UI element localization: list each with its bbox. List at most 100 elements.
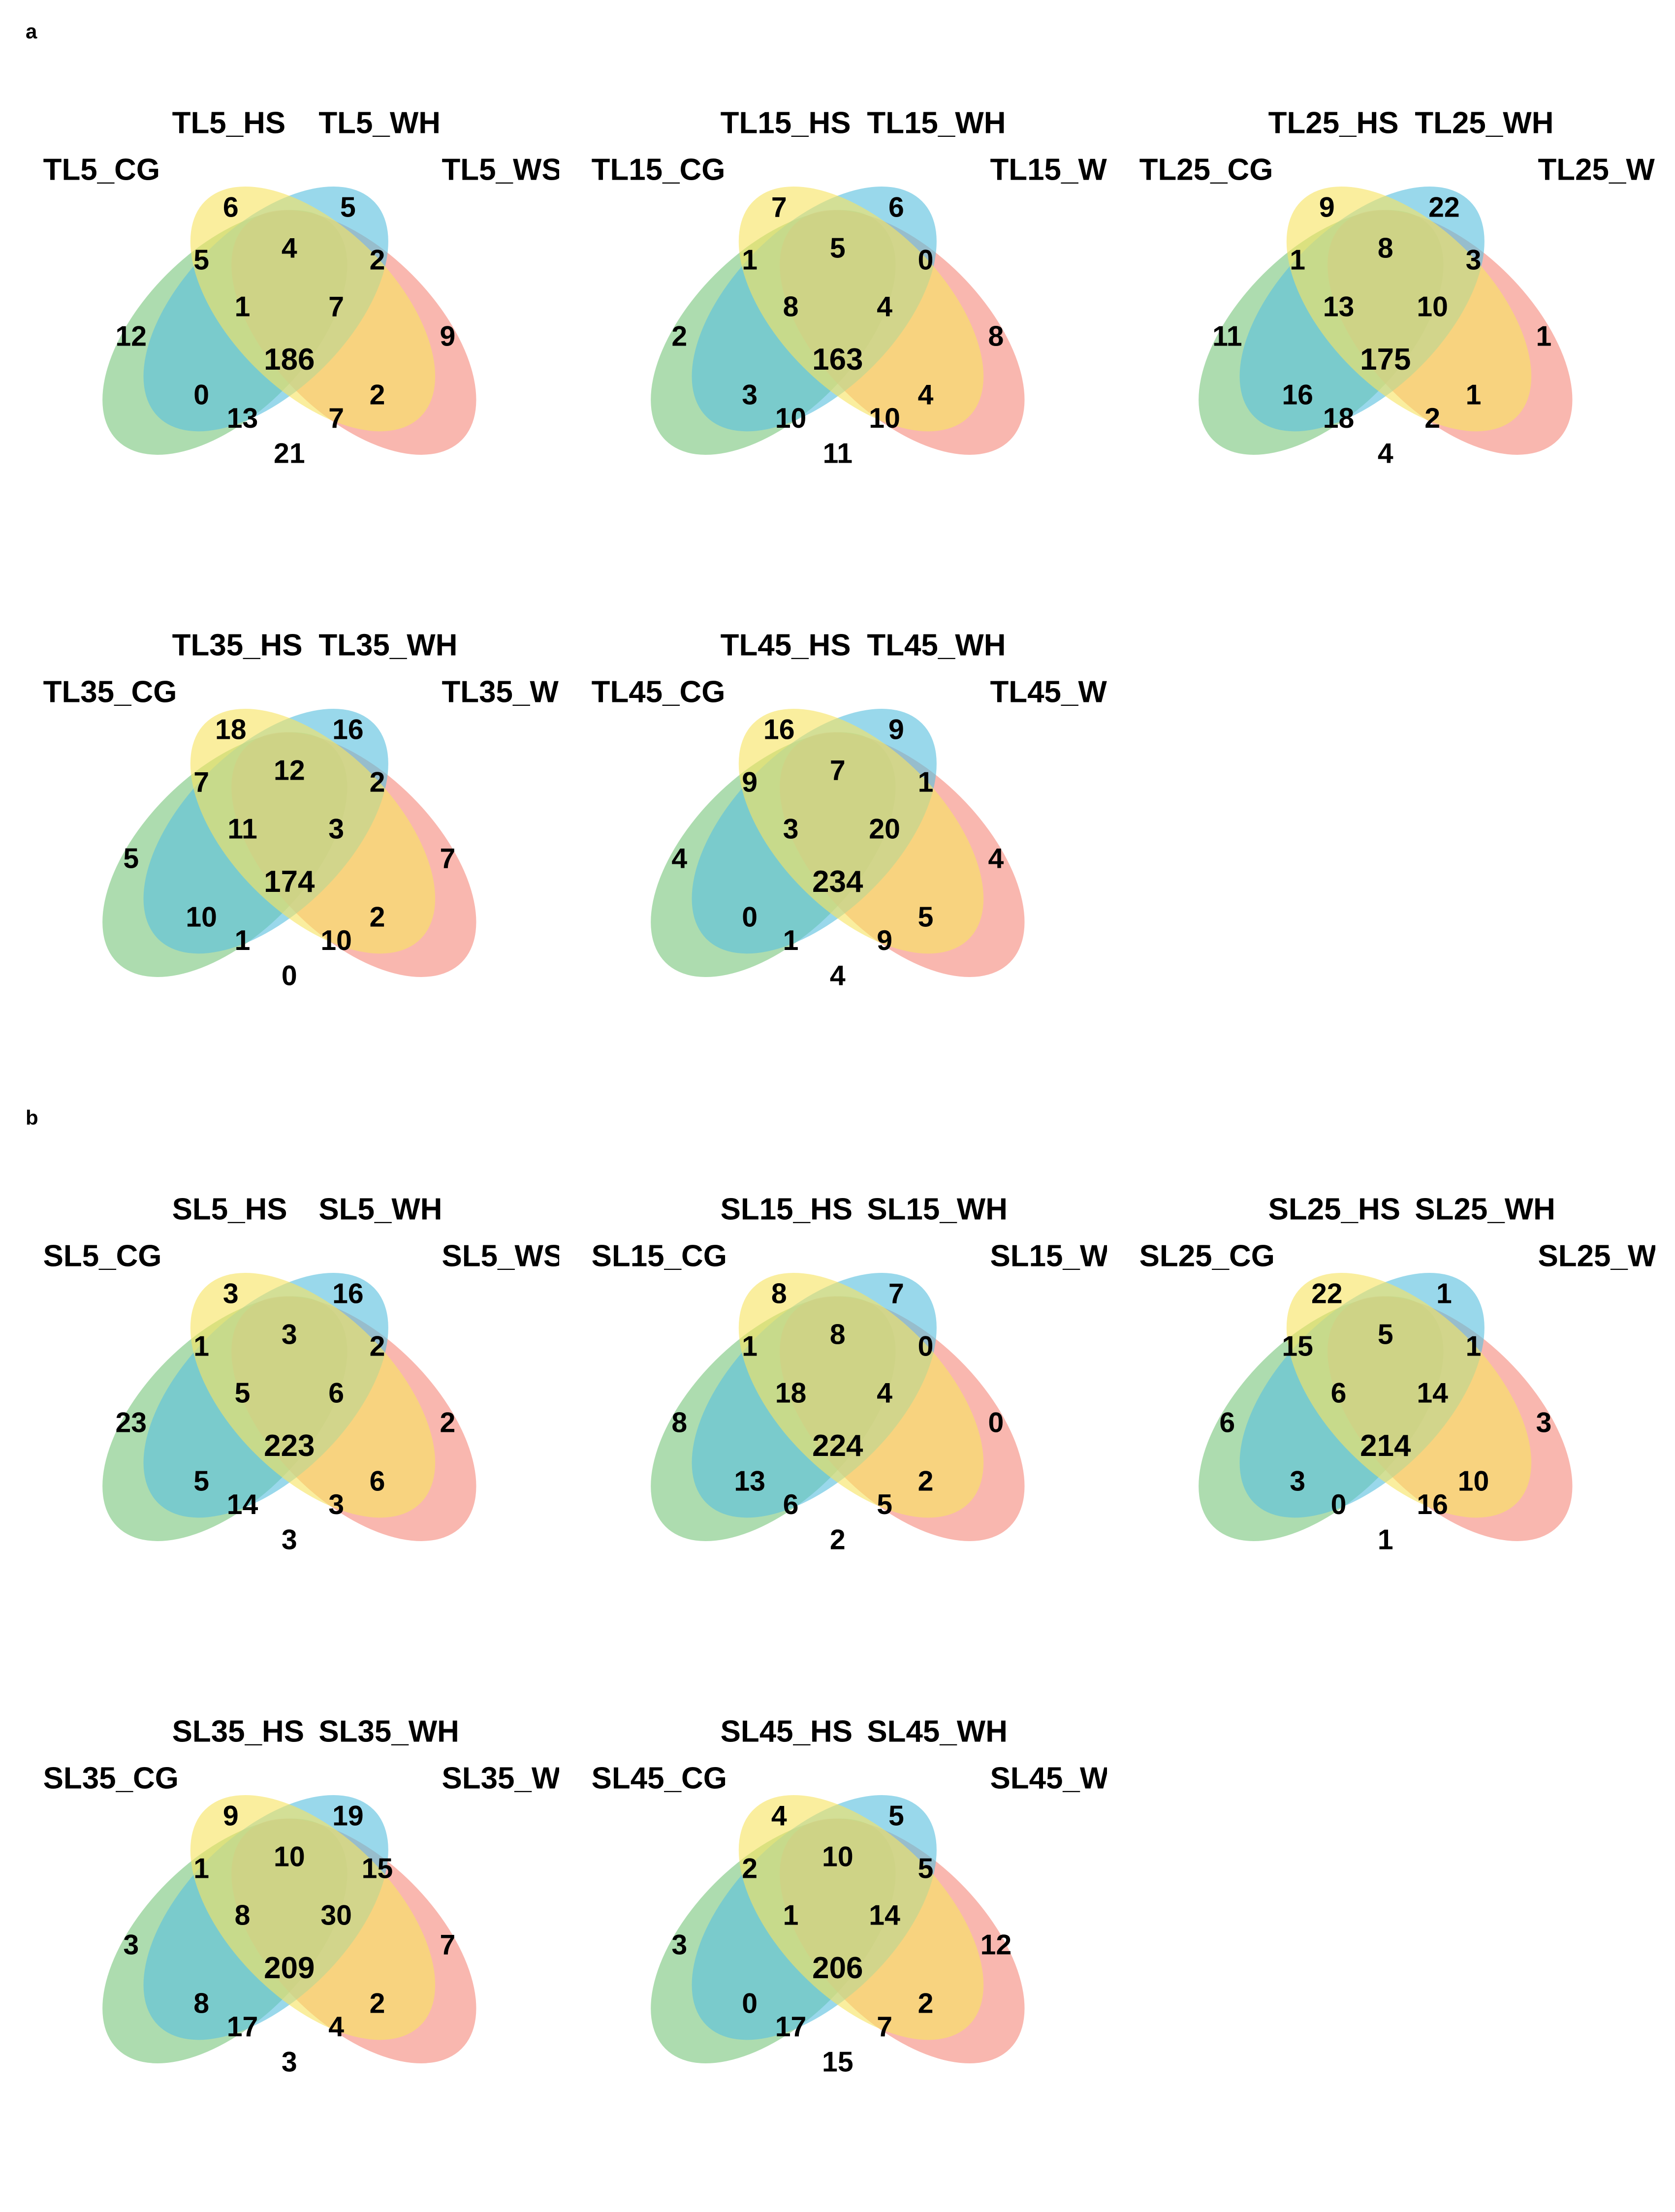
region-value-ab: 1	[742, 1330, 758, 1362]
region-value-b: 7	[771, 191, 787, 223]
region-value-acd: 1	[235, 925, 251, 956]
region-value-bcd: 30	[320, 1900, 352, 1931]
region-value-d: 8	[988, 320, 1004, 352]
region-value-d: 7	[440, 1929, 455, 1961]
set-label-a: SL5_CG	[43, 1239, 162, 1273]
region-value-a: 8	[671, 1407, 687, 1438]
region-value-abd: 16	[1417, 1489, 1449, 1520]
region-value-c: 1	[1436, 1278, 1452, 1309]
region-value-abc: 8	[783, 291, 798, 323]
region-value-abc: 13	[1323, 291, 1355, 323]
region-value-abcd: 214	[1360, 1429, 1412, 1463]
set-label-b: TL5_HS	[172, 106, 285, 140]
venn-diagram: SL35_CGSL35_HSSL35_WHSL35_WS391971101583…	[20, 1655, 559, 2168]
region-value-abd: 5	[877, 1489, 892, 1520]
region-value-acd: 10	[775, 403, 806, 434]
region-value-c: 5	[340, 191, 356, 223]
set-label-d: SL15_WS	[990, 1239, 1107, 1273]
venn-diagram: TL15_CGTL15_HSTL15_WHTL15_WS276815084163…	[568, 46, 1107, 560]
region-value-bd: 2	[370, 1988, 385, 2020]
region-value-bc: 8	[1378, 233, 1393, 264]
set-label-d: TL15_WS	[990, 153, 1107, 187]
region-value-cd: 2	[370, 244, 385, 276]
region-value-b: 3	[223, 1278, 239, 1309]
region-value-cd: 2	[370, 767, 385, 798]
region-value-c: 22	[1428, 191, 1460, 223]
set-label-b: SL35_HS	[172, 1715, 304, 1749]
region-value-bd: 5	[917, 902, 933, 933]
set-label-d: SL25_WS	[1538, 1239, 1655, 1273]
region-value-abcd: 223	[264, 1429, 315, 1463]
region-value-cd: 15	[362, 1853, 393, 1885]
region-value-ad: 15	[822, 2047, 853, 2078]
venn-cell: TL15_CGTL15_HSTL15_WHTL15_WS276815084163…	[568, 46, 1107, 560]
venn-cell: SL15_CGSL15_HSSL15_WHSL15_WS887018018422…	[568, 1133, 1107, 1646]
region-value-ad: 11	[822, 438, 852, 469]
region-value-a: 3	[123, 1929, 139, 1961]
region-value-ad: 2	[830, 1524, 846, 1555]
set-label-d: TL5_WS	[442, 153, 559, 187]
region-value-ad: 3	[282, 1524, 297, 1555]
venn-diagram: TL35_CGTL35_HSTL35_WHTL35_WS518167712211…	[20, 569, 559, 1082]
set-label-a: SL15_CG	[591, 1239, 727, 1273]
venn-cell: TL45_CGTL45_HSTL45_WHTL45_WS416949713202…	[568, 569, 1107, 1082]
region-value-abcd: 206	[812, 1952, 863, 1986]
region-value-a: 5	[123, 843, 139, 875]
region-value-b: 6	[223, 191, 239, 223]
set-label-b: SL15_HS	[720, 1192, 852, 1226]
region-value-acd: 17	[775, 2011, 806, 2043]
venn-diagram: SL5_CGSL5_HSSL5_WHSL5_WS2331621325622314…	[20, 1133, 559, 1646]
set-label-d: TL45_WS	[990, 675, 1107, 709]
region-value-bd: 2	[917, 1465, 933, 1497]
region-value-a: 23	[115, 1407, 147, 1438]
region-value-abd: 7	[877, 2011, 892, 2043]
venn-grid-a: TL5_CGTL5_HSTL5_WHTL5_WS1265954217186137…	[20, 46, 1655, 1082]
region-value-ab: 1	[742, 244, 758, 276]
region-value-ac: 0	[742, 1988, 758, 2020]
region-value-ac: 3	[1290, 1465, 1306, 1497]
region-value-abcd: 163	[812, 343, 863, 377]
set-label-a: SL25_CG	[1139, 1239, 1275, 1273]
region-value-bd: 10	[1458, 1465, 1489, 1497]
venn-cell: TL25_CGTL25_HSTL25_WHTL25_WS119221183131…	[1116, 46, 1655, 560]
region-value-acd: 0	[1331, 1489, 1347, 1520]
panel-label-b: b	[26, 1106, 1655, 1130]
region-value-abc: 1	[783, 1900, 798, 1931]
region-value-abcd: 234	[812, 865, 863, 899]
region-value-bc: 10	[822, 1841, 853, 1873]
region-value-abcd: 174	[264, 865, 315, 899]
set-label-d: SL5_WS	[442, 1239, 559, 1273]
region-value-a: 6	[1220, 1407, 1235, 1438]
region-value-abd: 2	[1425, 403, 1441, 434]
region-value-bc: 5	[1378, 1319, 1393, 1351]
set-label-c: TL35_WH	[318, 629, 457, 663]
region-value-d: 0	[988, 1407, 1004, 1438]
set-label-a: TL5_CG	[43, 153, 160, 187]
region-value-bcd: 10	[1417, 291, 1449, 323]
region-value-cd: 1	[1466, 1330, 1482, 1362]
region-value-bc: 4	[282, 233, 297, 264]
region-value-bcd: 20	[869, 814, 900, 845]
set-label-a: SL35_CG	[43, 1762, 179, 1796]
set-label-b: SL45_HS	[720, 1715, 852, 1749]
set-label-a: TL35_CG	[43, 675, 177, 709]
region-value-bd: 1	[1466, 379, 1482, 411]
region-value-bc: 5	[830, 233, 846, 264]
set-label-c: TL45_WH	[867, 629, 1006, 663]
set-label-c: SL15_WH	[867, 1192, 1008, 1226]
region-value-d: 2	[440, 1407, 455, 1438]
region-value-ab: 9	[742, 767, 758, 798]
region-value-bc: 7	[830, 755, 846, 787]
set-label-c: SL45_WH	[867, 1715, 1008, 1749]
region-value-ac: 13	[734, 1465, 765, 1497]
region-value-cd: 0	[917, 1330, 933, 1362]
set-label-b: SL25_HS	[1268, 1192, 1400, 1226]
region-value-abc: 18	[775, 1378, 806, 1409]
region-value-acd: 1	[783, 925, 798, 957]
region-value-bcd: 6	[328, 1378, 344, 1409]
region-value-ac: 10	[186, 902, 217, 933]
region-value-d: 9	[440, 320, 455, 352]
venn-cell: SL35_CGSL35_HSSL35_WHSL35_WS391971101583…	[20, 1655, 559, 2168]
region-value-c: 16	[332, 714, 364, 746]
region-value-b: 16	[763, 714, 795, 746]
